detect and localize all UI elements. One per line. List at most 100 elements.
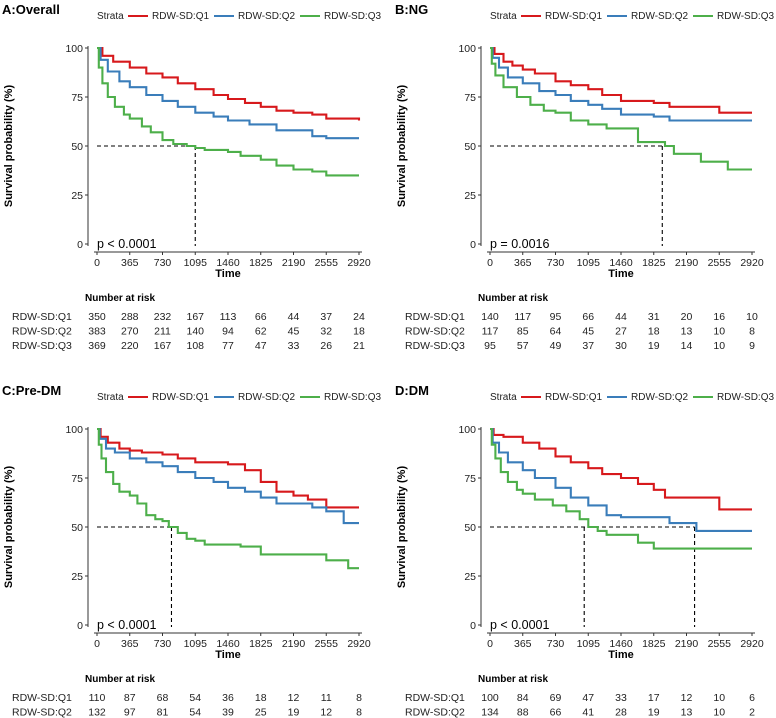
y-tick-label: 0	[470, 239, 476, 251]
survival-curve-3	[97, 427, 359, 570]
legend-label-3: RDW-SD:Q3	[717, 11, 774, 22]
risk-value: 33	[615, 692, 627, 704]
risk-value: 9	[749, 340, 755, 352]
legend-label-3: RDW-SD:Q3	[717, 392, 774, 403]
legend-label-3: RDW-SD:Q3	[324, 392, 381, 403]
x-tick-label: 1460	[609, 257, 633, 269]
survival-curve-1	[97, 46, 361, 121]
y-tick-label: 0	[470, 620, 476, 632]
risk-value: 17	[648, 692, 660, 704]
x-tick-label: 365	[121, 638, 139, 650]
y-tick-label: 25	[464, 190, 476, 202]
risk-value: 57	[517, 340, 529, 352]
legend-label-1: RDW-SD:Q1	[545, 392, 602, 403]
x-tick-label: 1825	[249, 638, 273, 650]
y-tick-label: 0	[77, 620, 83, 632]
risk-row-label: RDW-SD:Q2	[405, 326, 465, 338]
risk-value: 49	[550, 340, 562, 352]
panel-title: B:NG	[395, 2, 428, 17]
panel-4: D:DM Strata RDW-SD:Q1 RDW-SD:Q2 RDW-SD:Q3025…	[395, 383, 774, 718]
x-tick-label: 0	[94, 257, 100, 269]
risk-value: 19	[648, 340, 660, 352]
y-tick-label: 50	[71, 141, 83, 153]
legend-label-2: RDW-SD:Q2	[631, 11, 688, 22]
risk-value: 12	[320, 707, 332, 718]
risk-value: 77	[222, 340, 234, 352]
y-tick-label: 100	[65, 43, 83, 55]
risk-value: 167	[186, 311, 204, 323]
y-tick-label: 50	[464, 141, 476, 153]
x-tick-label: 1825	[642, 638, 666, 650]
risk-value: 383	[88, 326, 106, 338]
y-tick-label: 100	[458, 43, 476, 55]
x-tick-label: 365	[514, 638, 532, 650]
y-tick-label: 75	[464, 473, 476, 485]
risk-value: 39	[222, 707, 234, 718]
y-axis-title: Survival probability (%)	[3, 466, 15, 589]
y-tick-label: 75	[464, 92, 476, 104]
x-tick-label: 1095	[184, 638, 208, 650]
x-tick-label: 730	[154, 638, 172, 650]
risk-value: 140	[186, 326, 204, 338]
legend: Strata RDW-SD:Q1 RDW-SD:Q2 RDW-SD:Q3	[97, 392, 381, 403]
risk-value: 14	[681, 340, 693, 352]
risk-value: 369	[88, 340, 106, 352]
risk-value: 13	[681, 707, 693, 718]
x-tick-label: 2920	[740, 257, 764, 269]
survival-curve-1	[97, 427, 359, 509]
survival-curve-2	[490, 46, 752, 122]
y-axis-title: Survival probability (%)	[396, 466, 408, 589]
x-tick-label: 0	[487, 638, 493, 650]
panel-2: B:NG Strata RDW-SD:Q1 RDW-SD:Q2 RDW-SD:Q3 0 25…	[395, 2, 774, 352]
risk-value: 47	[582, 692, 594, 704]
risk-value: 100	[481, 692, 499, 704]
x-tick-label: 0	[487, 257, 493, 269]
risk-value: 132	[88, 707, 106, 718]
risk-value: 232	[154, 311, 172, 323]
legend-label-1: RDW-SD:Q1	[152, 11, 209, 22]
risk-value: 84	[517, 692, 529, 704]
risk-value: 19	[288, 707, 300, 718]
risk-table: Number at risk RDW-SD:Q1 100 84 69 47 33 17 12 10…	[405, 674, 755, 718]
survival-curve-2	[97, 427, 359, 525]
y-tick-label: 75	[71, 92, 83, 104]
p-value: p < 0.0001	[97, 618, 156, 632]
p-value: p < 0.0001	[97, 237, 156, 251]
x-tick-label: 2920	[740, 638, 764, 650]
legend: Strata RDW-SD:Q1 RDW-SD:Q2 RDW-SD:Q3	[490, 392, 774, 403]
risk-row-label: RDW-SD:Q3	[405, 340, 465, 352]
x-axis-title: Time	[215, 649, 240, 661]
panel-1: A:Overall Strata RDW-SD:Q1 RDW-SD:Q2 RDW-SD:…	[2, 2, 381, 352]
risk-value: 69	[550, 692, 562, 704]
survival-curve-3	[490, 46, 752, 171]
risk-row-label: RDW-SD:Q3	[12, 340, 72, 352]
risk-value: 27	[615, 326, 627, 338]
risk-value: 11	[321, 692, 332, 704]
risk-value: 10	[746, 311, 758, 323]
risk-value: 66	[550, 707, 562, 718]
risk-value: 288	[121, 311, 139, 323]
risk-value: 211	[154, 326, 171, 338]
legend-title: Strata	[490, 392, 517, 403]
survival-curve-3	[97, 46, 359, 177]
legend-label-2: RDW-SD:Q2	[238, 11, 295, 22]
y-axis-title: Survival probability (%)	[3, 85, 15, 208]
x-tick-label: 2190	[675, 638, 699, 650]
y-axis-title: Survival probability (%)	[396, 85, 408, 208]
y-tick-label: 50	[464, 522, 476, 534]
risk-value: 33	[288, 340, 300, 352]
y-tick-label: 100	[458, 424, 476, 436]
risk-value: 32	[320, 326, 332, 338]
x-axis-title: Time	[608, 268, 633, 280]
risk-value: 21	[353, 340, 365, 352]
risk-value: 10	[713, 707, 725, 718]
risk-value: 18	[255, 692, 267, 704]
risk-row-label: RDW-SD:Q1	[12, 311, 72, 323]
y-tick-label: 0	[77, 239, 83, 251]
x-tick-label: 1460	[216, 257, 240, 269]
x-tick-label: 2555	[315, 257, 339, 269]
legend-label-2: RDW-SD:Q2	[238, 392, 295, 403]
legend-title: Strata	[97, 11, 124, 22]
survival-curve-3	[490, 427, 752, 550]
risk-value: 8	[356, 707, 362, 718]
